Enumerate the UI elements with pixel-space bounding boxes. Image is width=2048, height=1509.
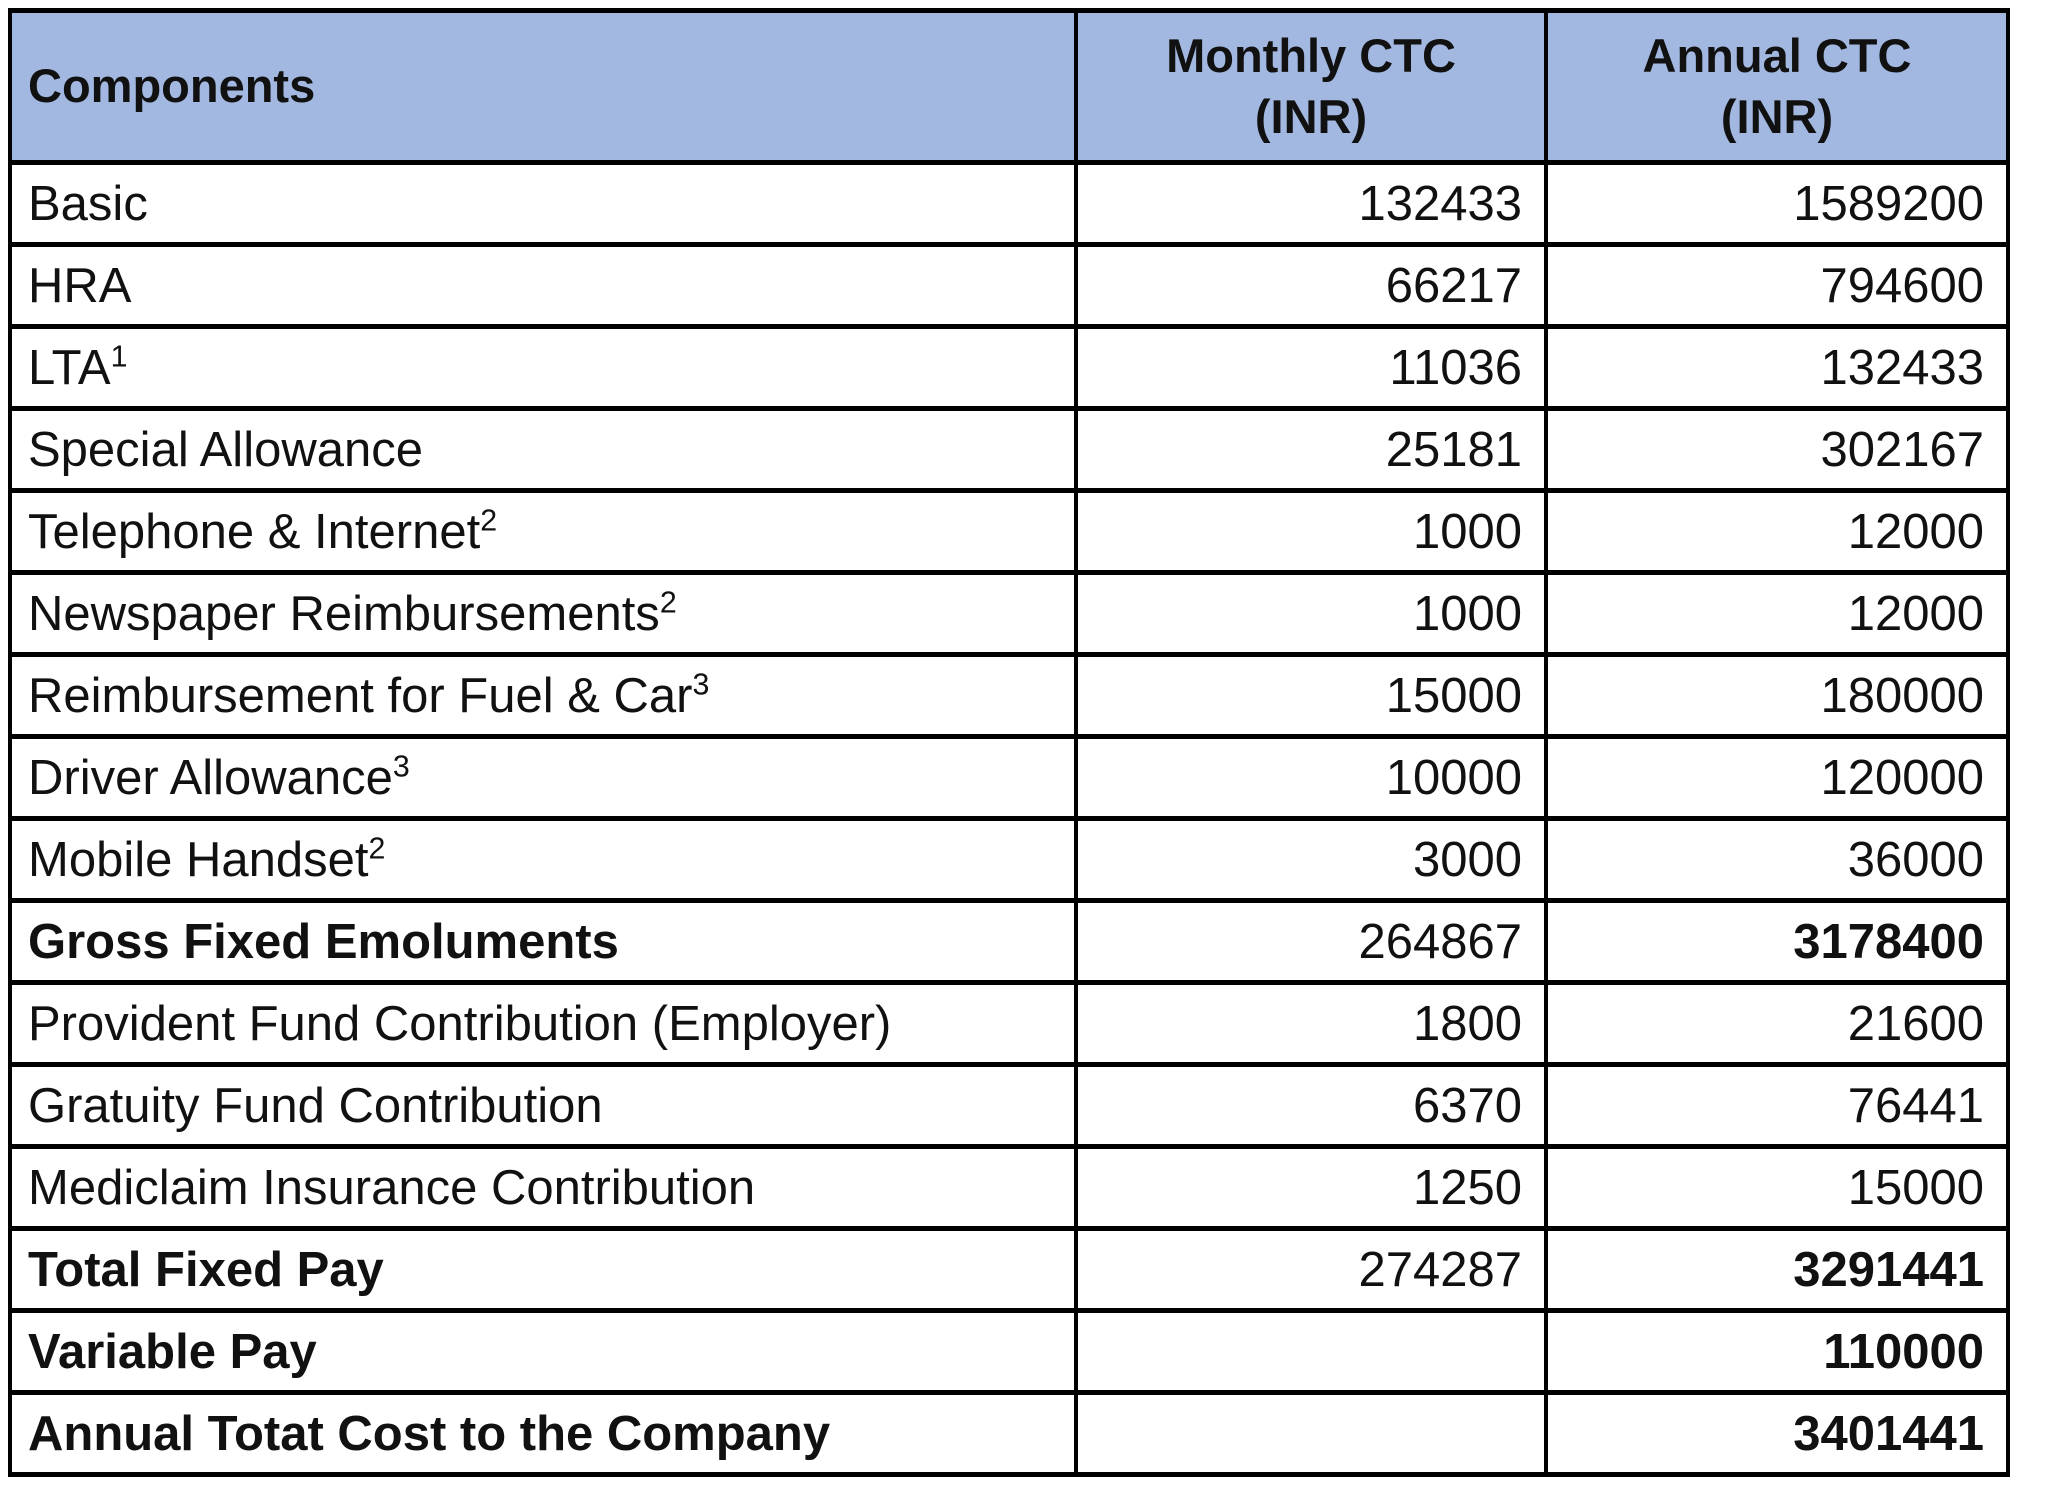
column-header-monthly-line1: Monthly CTC [1166, 29, 1456, 83]
column-header-monthly-line2: (INR) [1254, 89, 1368, 143]
monthly-value: 6370 [1074, 1062, 1548, 1149]
footnote-marker: 2 [659, 585, 677, 620]
component-label: HRA [28, 258, 132, 313]
table-row: LTA1 11036 132433 [8, 324, 2010, 411]
column-header-components: Components [8, 8, 1078, 165]
annual-value: 12000 [1544, 488, 2010, 575]
annual-value: 21600 [1544, 980, 2010, 1067]
ctc-table-body: Basic 132433 1589200 HRA 66217 794600 LT… [8, 160, 2010, 1477]
component-cell: Variable Pay [8, 1308, 1078, 1395]
component-cell: Total Fixed Pay [8, 1226, 1078, 1313]
component-label: Driver Allowance [28, 750, 393, 805]
monthly-value: 274287 [1074, 1226, 1548, 1313]
component-label: Gratuity Fund Contribution [28, 1078, 603, 1133]
monthly-value: 10000 [1074, 734, 1548, 821]
annual-value: 3178400 [1544, 898, 2010, 985]
monthly-value: 1800 [1074, 980, 1548, 1067]
component-cell: LTA1 [8, 324, 1078, 411]
table-row: HRA 66217 794600 [8, 242, 2010, 329]
component-cell: Mobile Handset2 [8, 816, 1078, 903]
table-row: Gross Fixed Emoluments 264867 3178400 [8, 898, 2010, 985]
component-cell: Gratuity Fund Contribution [8, 1062, 1078, 1149]
component-label: Total Fixed Pay [28, 1242, 384, 1297]
table-row: Mobile Handset2 3000 36000 [8, 816, 2010, 903]
component-cell: Reimbursement for Fuel & Car3 [8, 652, 1078, 739]
component-label: Variable Pay [28, 1324, 317, 1379]
footnote-marker: 1 [110, 339, 128, 374]
component-cell: Annual Totat Cost to the Company [8, 1390, 1078, 1477]
component-cell: HRA [8, 242, 1078, 329]
column-header-annual-line1: Annual CTC [1642, 29, 1912, 83]
table-header-row: Components Monthly CTC (INR) Annual CTC … [8, 8, 2010, 165]
table-row: Provident Fund Contribution (Employer) 1… [8, 980, 2010, 1067]
footnote-marker: 3 [692, 667, 710, 702]
table-row: Special Allowance 25181 302167 [8, 406, 2010, 493]
ctc-breakdown-table: Components Monthly CTC (INR) Annual CTC … [8, 8, 2010, 1477]
monthly-value: 264867 [1074, 898, 1548, 985]
monthly-value: 11036 [1074, 324, 1548, 411]
column-header-monthly-ctc: Monthly CTC (INR) [1074, 8, 1548, 165]
component-cell: Newspaper Reimbursements2 [8, 570, 1078, 657]
component-label: Gross Fixed Emoluments [28, 914, 619, 969]
component-label: Special Allowance [28, 422, 423, 477]
annual-value: 15000 [1544, 1144, 2010, 1231]
component-cell: Telephone & Internet2 [8, 488, 1078, 575]
annual-value: 132433 [1544, 324, 2010, 411]
footnote-marker: 2 [368, 831, 386, 866]
monthly-value: 15000 [1074, 652, 1548, 739]
component-cell: Provident Fund Contribution (Employer) [8, 980, 1078, 1067]
monthly-value: 25181 [1074, 406, 1548, 493]
table-row: Telephone & Internet2 1000 12000 [8, 488, 2010, 575]
annual-value: 1589200 [1544, 160, 2010, 247]
component-label: Newspaper Reimbursements [28, 586, 660, 641]
column-header-annual-line2: (INR) [1720, 89, 1834, 143]
monthly-value [1074, 1390, 1548, 1477]
annual-value: 3401441 [1544, 1390, 2010, 1477]
table-row: Reimbursement for Fuel & Car3 15000 1800… [8, 652, 2010, 739]
table-row: Basic 132433 1589200 [8, 160, 2010, 247]
component-label: Basic [28, 176, 148, 231]
annual-value: 36000 [1544, 816, 2010, 903]
annual-value: 180000 [1544, 652, 2010, 739]
component-cell: Gross Fixed Emoluments [8, 898, 1078, 985]
monthly-value: 3000 [1074, 816, 1548, 903]
annual-value: 76441 [1544, 1062, 2010, 1149]
component-cell: Mediclaim Insurance Contribution [8, 1144, 1078, 1231]
annual-value: 120000 [1544, 734, 2010, 821]
monthly-value: 1000 [1074, 488, 1548, 575]
table-row: Gratuity Fund Contribution 6370 76441 [8, 1062, 2010, 1149]
monthly-value: 66217 [1074, 242, 1548, 329]
monthly-value: 1250 [1074, 1144, 1548, 1231]
monthly-value [1074, 1308, 1548, 1395]
annual-value: 794600 [1544, 242, 2010, 329]
component-cell: Driver Allowance3 [8, 734, 1078, 821]
table-row: Driver Allowance3 10000 120000 [8, 734, 2010, 821]
component-label: Telephone & Internet [28, 504, 481, 559]
table-row: Annual Totat Cost to the Company 3401441 [8, 1390, 2010, 1477]
component-label: Mobile Handset [28, 832, 369, 887]
component-label: Annual Totat Cost to the Company [28, 1406, 831, 1461]
component-label: Mediclaim Insurance Contribution [28, 1160, 756, 1215]
component-cell: Basic [8, 160, 1078, 247]
monthly-value: 132433 [1074, 160, 1548, 247]
footnote-marker: 3 [392, 749, 410, 784]
component-label: Provident Fund Contribution (Employer) [28, 996, 892, 1051]
component-label: Reimbursement for Fuel & Car [28, 668, 693, 723]
table-row: Variable Pay 110000 [8, 1308, 2010, 1395]
component-label: LTA [28, 340, 111, 395]
monthly-value: 1000 [1074, 570, 1548, 657]
column-header-annual-ctc: Annual CTC (INR) [1544, 8, 2010, 165]
table-row: Newspaper Reimbursements2 1000 12000 [8, 570, 2010, 657]
annual-value: 302167 [1544, 406, 2010, 493]
annual-value: 12000 [1544, 570, 2010, 657]
table-row: Total Fixed Pay 274287 3291441 [8, 1226, 2010, 1313]
table-row: Mediclaim Insurance Contribution 1250 15… [8, 1144, 2010, 1231]
footnote-marker: 2 [480, 503, 498, 538]
annual-value: 110000 [1544, 1308, 2010, 1395]
annual-value: 3291441 [1544, 1226, 2010, 1313]
component-cell: Special Allowance [8, 406, 1078, 493]
